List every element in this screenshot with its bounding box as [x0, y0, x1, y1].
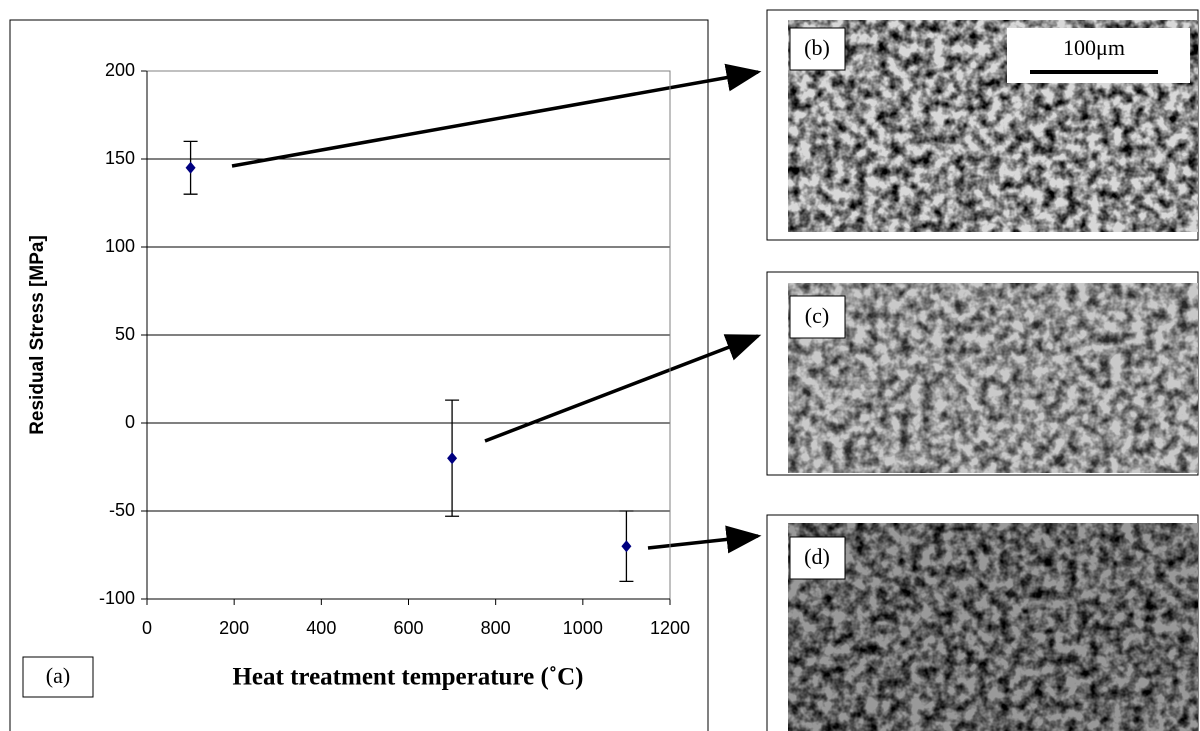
data-point	[621, 540, 632, 553]
data-point	[185, 161, 196, 174]
plot: -100 -50 0 50 100 150 200 0 200 400 600 800 1000 1200	[99, 60, 690, 638]
chart-frame	[9, 19, 709, 731]
label-box	[22, 656, 94, 698]
x-tick-label: 200	[219, 618, 249, 638]
y-tick-label: 150	[105, 148, 135, 168]
panel-label: (d)	[804, 544, 830, 569]
scale-bar-label: 100μm	[1063, 35, 1125, 60]
y-tick-label: 0	[125, 412, 135, 432]
panel-label: (a)	[46, 663, 70, 688]
x-tick-label: 0	[142, 618, 152, 638]
arrows	[231, 63, 762, 554]
micrograph-c	[766, 271, 1199, 476]
y-axis-title: Residual Stress [MPa]	[27, 235, 48, 435]
y-tick-label: 200	[105, 60, 135, 80]
y-tick-label: 50	[115, 324, 135, 344]
x-tick-label: 400	[306, 618, 336, 638]
y-tick-label: -50	[109, 500, 135, 520]
x-tick-label: 800	[481, 618, 511, 638]
y-tick-label: -100	[99, 588, 135, 608]
y-tick-label: 100	[105, 236, 135, 256]
x-tick-label: 600	[393, 618, 423, 638]
panel-label: (c)	[805, 303, 829, 328]
panel-label: (b)	[804, 35, 830, 60]
x-tick-label: 1200	[650, 618, 690, 638]
micrograph-d	[766, 514, 1199, 731]
x-tick-label: 1000	[563, 618, 603, 638]
micrograph-b	[766, 9, 1199, 241]
x-axis-title: Heat treatment temperature (˚C)	[232, 664, 583, 691]
data-point	[447, 452, 458, 465]
